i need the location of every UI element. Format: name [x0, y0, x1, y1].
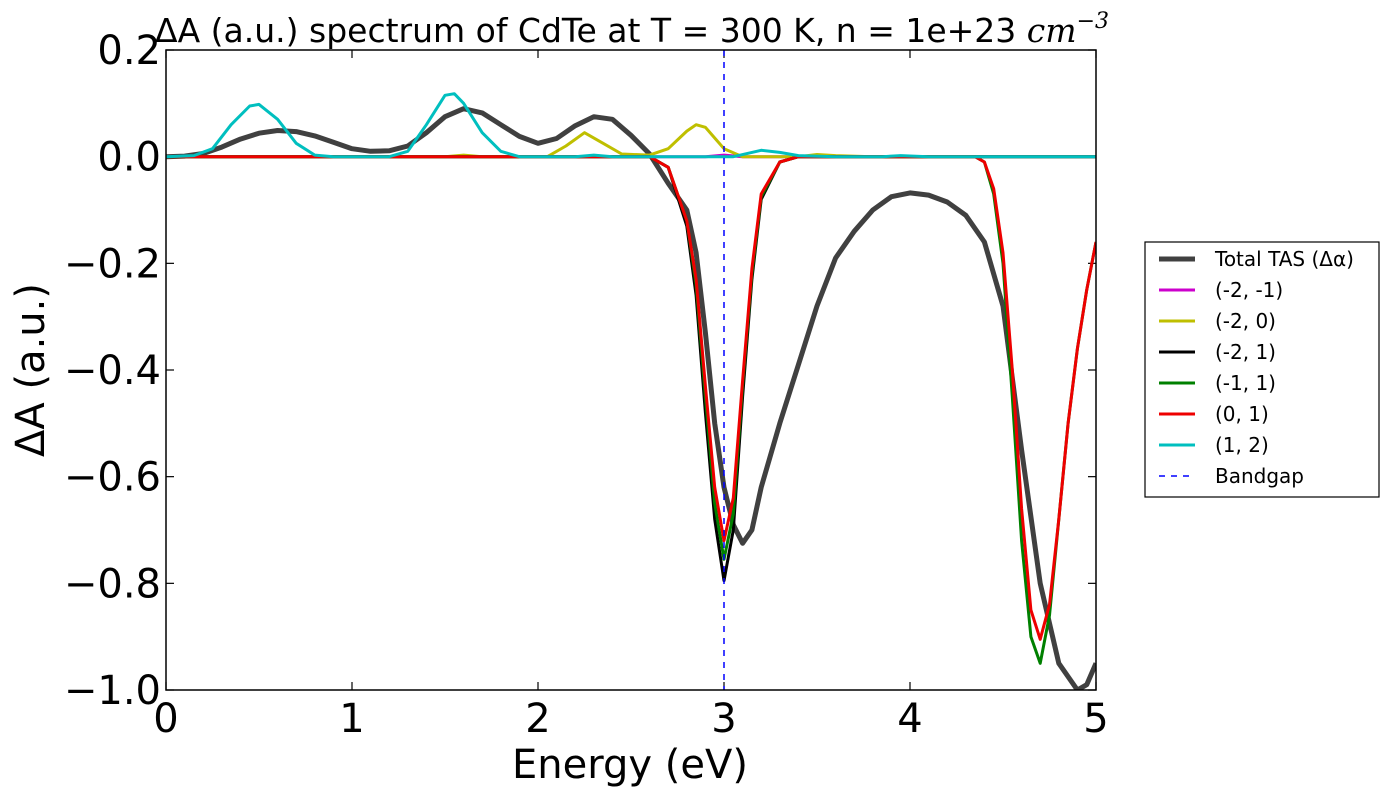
series-line	[166, 155, 1096, 665]
y-tick-label: 0.0	[97, 135, 161, 181]
legend-entry-label: (1, 2)	[1215, 433, 1269, 457]
x-tick-label: 2	[525, 696, 550, 742]
x-tick-label: 0	[153, 696, 178, 742]
y-tick-label: −1.0	[64, 668, 161, 714]
y-tick-label: −0.4	[64, 348, 161, 394]
x-tick-label: 5	[1083, 696, 1108, 742]
legend-entry-label: (-1, 1)	[1215, 371, 1276, 395]
series-line	[166, 155, 1096, 583]
y-axis-label: ΔA (a.u.)	[8, 283, 54, 457]
x-tick-label: 3	[711, 696, 736, 742]
series-line	[166, 123, 1096, 159]
legend-entry-label: Total TAS (Δα)	[1214, 247, 1354, 271]
legend-entry-label: (0, 1)	[1215, 402, 1269, 426]
legend-entry-label: Bandgap	[1215, 464, 1304, 488]
y-tick-label: −0.8	[64, 561, 161, 607]
x-axis-label: Energy (eV)	[512, 742, 748, 788]
legend-entry-label: (-2, 0)	[1215, 309, 1276, 333]
plot-frame	[165, 49, 1097, 691]
chart-title: ΔA (a.u.) spectrum of CdTe at T = 300 K,…	[155, 9, 1109, 50]
y-tick-label: 0.2	[97, 28, 161, 74]
legend: Total TAS (Δα) (-2, -1) (-2, 0) (-2, 1) (-1,…	[1144, 241, 1380, 498]
series-line	[166, 106, 1096, 690]
x-tick-label: 1	[339, 696, 364, 742]
y-tick-label: −0.6	[64, 455, 161, 501]
legend-entry-label: (-2, -1)	[1215, 278, 1283, 302]
lines-layer	[166, 50, 1096, 690]
x-tick-label: 4	[897, 696, 922, 742]
y-tick-label: −0.2	[64, 241, 161, 287]
ticks-layer: 0 1 2 3 4 5 −1.0 −0.8 −0.6 −0.4 −0.2 0.0 0.2	[64, 28, 1109, 742]
legend-box	[1144, 241, 1380, 498]
chart-title-unit: cm	[1027, 11, 1077, 50]
series-line	[166, 155, 1096, 641]
series-line	[166, 92, 1096, 159]
legend-entry-label: (-2, 1)	[1215, 340, 1276, 364]
chart-title-exponent: −3	[1077, 9, 1109, 34]
chart-title-main: ΔA (a.u.) spectrum of CdTe at T = 300 K,…	[155, 11, 1027, 50]
